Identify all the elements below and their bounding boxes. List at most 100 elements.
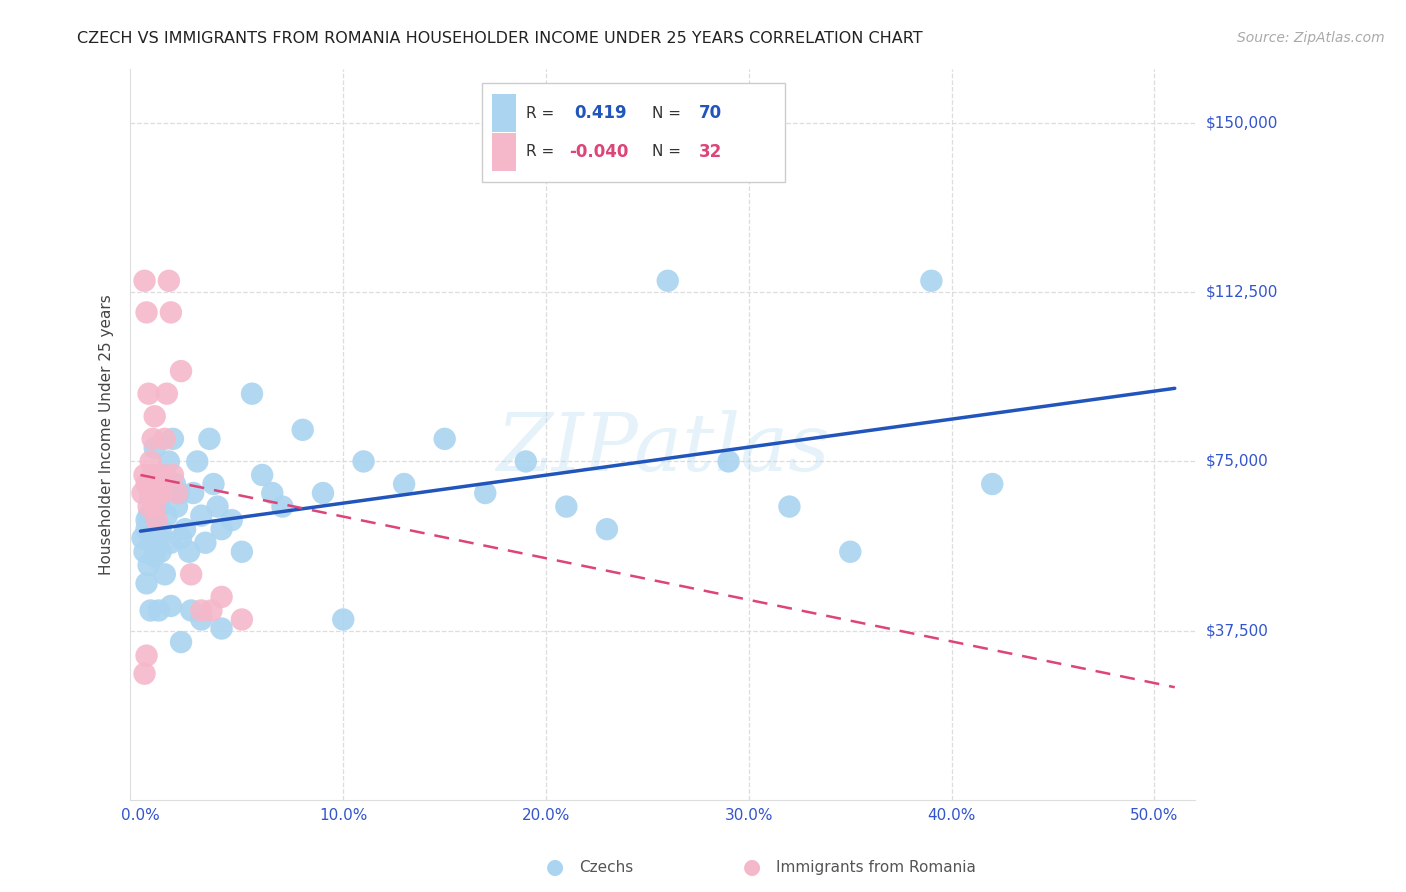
Text: 32: 32: [699, 143, 723, 161]
Point: [221, 513, 243, 527]
Point: [202, 477, 225, 491]
Point: [139, 454, 162, 468]
Point: [474, 486, 496, 500]
Point: [134, 545, 156, 559]
Point: [166, 500, 188, 514]
Point: [555, 500, 578, 514]
Point: [139, 603, 162, 617]
Point: [160, 305, 183, 319]
Point: [657, 274, 679, 288]
Text: ZIPatlas: ZIPatlas: [496, 410, 830, 488]
Point: [180, 567, 202, 582]
Point: [250, 467, 273, 482]
Point: [149, 522, 172, 536]
Point: [145, 540, 167, 554]
Point: [170, 635, 193, 649]
Text: Immigrants from Romania: Immigrants from Romania: [776, 860, 976, 874]
Point: [271, 500, 294, 514]
Point: [231, 545, 253, 559]
Point: [148, 603, 170, 617]
Point: [160, 535, 183, 549]
Point: [200, 603, 222, 617]
Point: [291, 423, 314, 437]
Point: [138, 386, 160, 401]
Point: [143, 500, 166, 514]
Point: [153, 432, 176, 446]
Point: [392, 477, 415, 491]
Point: [152, 467, 174, 482]
Point: [142, 535, 165, 549]
Point: [778, 500, 800, 514]
Point: [433, 432, 456, 446]
Point: [167, 486, 190, 500]
Point: [170, 364, 193, 378]
Point: [131, 486, 153, 500]
Point: [231, 613, 253, 627]
Point: [211, 522, 233, 536]
Point: [194, 535, 217, 549]
Point: [138, 500, 160, 514]
Text: ●: ●: [744, 857, 761, 877]
Y-axis label: Householder Income Under 25 years: Householder Income Under 25 years: [100, 294, 114, 574]
Point: [143, 549, 166, 564]
FancyBboxPatch shape: [482, 83, 785, 182]
Point: [143, 409, 166, 424]
Text: $37,500: $37,500: [1206, 624, 1270, 639]
Point: [181, 486, 204, 500]
Text: R =: R =: [526, 145, 554, 160]
Point: [981, 477, 1004, 491]
Point: [145, 477, 167, 491]
Point: [157, 454, 180, 468]
Point: [148, 486, 170, 500]
Point: [180, 603, 202, 617]
Point: [211, 622, 233, 636]
Point: [153, 467, 176, 482]
Point: [153, 567, 176, 582]
Text: $150,000: $150,000: [1206, 115, 1278, 130]
Point: [596, 522, 619, 536]
Point: [142, 432, 165, 446]
Point: [332, 613, 354, 627]
Bar: [492, 133, 516, 171]
Text: Source: ZipAtlas.com: Source: ZipAtlas.com: [1237, 31, 1385, 45]
Point: [515, 454, 537, 468]
Text: $75,000: $75,000: [1206, 454, 1268, 469]
Point: [149, 486, 172, 500]
Point: [148, 500, 170, 514]
Point: [135, 477, 157, 491]
Point: [240, 386, 263, 401]
Text: 0.419: 0.419: [574, 104, 627, 122]
Point: [145, 477, 167, 491]
Point: [157, 274, 180, 288]
Point: [135, 522, 157, 536]
Point: [138, 508, 160, 523]
Text: N =: N =: [652, 105, 681, 120]
Point: [135, 576, 157, 591]
Point: [156, 508, 179, 523]
Point: [839, 545, 862, 559]
Point: [190, 613, 212, 627]
Text: Czechs: Czechs: [579, 860, 634, 874]
Point: [143, 517, 166, 532]
Point: [207, 500, 229, 514]
Point: [156, 386, 179, 401]
Point: [139, 486, 162, 500]
Point: [142, 467, 165, 482]
Text: $112,500: $112,500: [1206, 285, 1278, 300]
Point: [166, 486, 188, 500]
Point: [190, 603, 212, 617]
Point: [142, 504, 165, 518]
Text: R =: R =: [526, 105, 554, 120]
Point: [131, 531, 153, 545]
Point: [135, 513, 157, 527]
Point: [170, 531, 193, 545]
Point: [138, 558, 160, 573]
Text: 70: 70: [699, 104, 723, 122]
Point: [135, 305, 157, 319]
Point: [148, 531, 170, 545]
Point: [179, 545, 201, 559]
Point: [186, 454, 208, 468]
Point: [190, 508, 212, 523]
Point: [717, 454, 740, 468]
Point: [262, 486, 284, 500]
